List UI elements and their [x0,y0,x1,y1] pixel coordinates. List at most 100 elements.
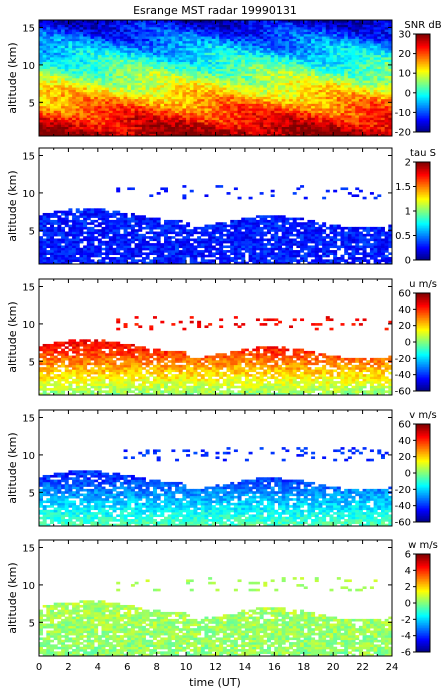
heatmap-cell [248,124,253,128]
heatmap-cell [116,22,121,25]
heatmap-cell [90,122,95,125]
heatmap-cell [222,108,227,111]
heatmap-cell [39,82,43,86]
heatmap-cell [388,122,393,125]
heatmap-cell [318,61,323,65]
heatmap-cell [278,75,282,79]
heatmap-cell [42,96,47,100]
heatmap-cell [171,31,176,35]
heatmap-cell [384,66,389,70]
heatmap-cell [252,133,257,137]
heatmap-cell [167,29,172,32]
heatmap-cell [46,226,51,230]
heatmap-cell [145,24,150,28]
heatmap-cell [64,122,69,125]
heatmap-cell [237,98,242,102]
heatmap-cell [189,103,194,107]
heatmap-cell [241,43,246,46]
heatmap-cell [355,115,360,118]
heatmap-cell [116,115,121,118]
heatmap-cell [204,61,209,65]
heatmap-cell [42,219,47,223]
heatmap-cell [380,31,385,35]
heatmap-cell [208,26,213,30]
heatmap-cell [340,68,345,72]
heatmap-cell [263,122,268,125]
heatmap-cell [270,29,275,32]
heatmap-cell [200,22,205,25]
heatmap-cell [380,82,385,86]
heatmap-cell [53,33,58,37]
heatmap-cell [230,43,235,46]
heatmap-cell [362,131,367,134]
heatmap-cell [322,66,327,70]
heatmap-cell [388,61,393,65]
heatmap-cell [226,54,231,58]
heatmap-cell [266,31,271,35]
heatmap-cell [263,87,268,90]
heatmap-cell [152,71,157,74]
heatmap-cell [175,133,180,137]
heatmap-cell [318,29,323,32]
heatmap-cell [344,66,349,70]
heatmap-cell [307,54,312,58]
heatmap-cell [86,91,91,95]
heatmap-cell [369,75,374,79]
heatmap-cell [145,82,150,86]
heatmap-cell [68,36,73,39]
heatmap-cell [83,73,88,76]
heatmap-cell [226,119,231,123]
heatmap-cell [244,117,249,121]
heatmap-cell [57,20,62,23]
heatmap-cell [134,52,139,56]
heatmap-cell [369,122,374,125]
heatmap-cell [325,73,330,76]
heatmap-cell [311,36,316,39]
heatmap-cell [105,38,110,42]
heatmap-cell [340,47,345,51]
heatmap-cell [278,105,282,109]
heatmap-cell [61,117,66,121]
heatmap-cell [116,117,121,121]
heatmap-cell [285,87,290,90]
heatmap-cell [39,54,43,58]
heatmap-cell [141,96,146,100]
heatmap-cell [156,66,161,70]
heatmap-cell [130,73,135,76]
heatmap-cell [233,47,238,51]
heatmap-cell [79,96,84,100]
heatmap-cells [39,185,393,265]
heatmap-cell [141,40,146,44]
heatmap-cell [105,66,110,70]
heatmap-cell [64,94,69,97]
heatmap-cell [358,31,363,35]
heatmap-cell [138,68,143,72]
heatmap-cell [252,105,257,109]
heatmap-cell [79,24,84,28]
heatmap-cell [141,89,146,93]
heatmap-cell [46,22,51,25]
heatmap-cell [72,29,77,32]
heatmap-cell [94,98,99,102]
heatmap-cell [138,103,143,107]
heatmap-cell [230,87,235,90]
heatmap-cell [211,64,216,67]
heatmap-cell [83,33,88,37]
heatmap-cell [182,54,187,58]
heatmap-cell [42,233,47,237]
heatmap-cell [72,33,77,37]
heatmap-cell [289,66,294,70]
heatmap-cell [311,24,316,28]
heatmap-cell [274,129,279,132]
heatmap-cell [175,98,180,102]
heatmap-cell [141,45,146,49]
heatmap-cell [252,66,257,70]
heatmap-cell [318,103,323,107]
heatmap-cell [160,94,165,97]
heatmap-cell [167,57,172,60]
heatmap-cell [366,50,371,53]
heatmap-cell [86,108,91,111]
heatmap-cell [362,87,367,90]
heatmap-cell [141,38,146,42]
